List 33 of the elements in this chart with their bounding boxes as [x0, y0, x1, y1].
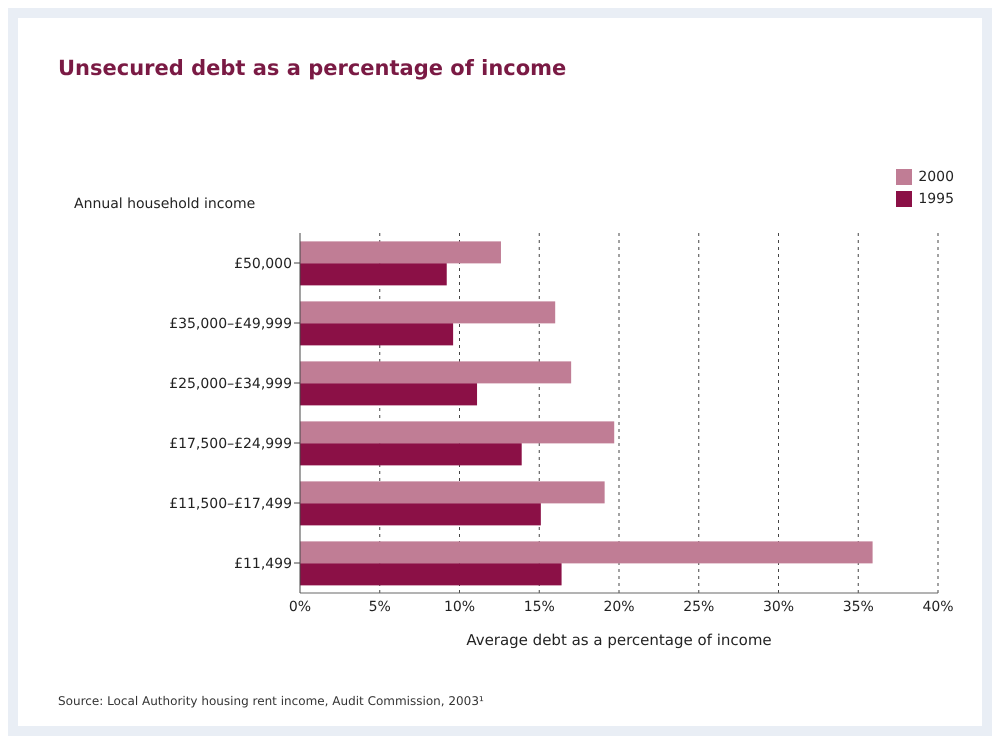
bar: [300, 383, 478, 406]
x-tick-label: 15%: [524, 598, 555, 615]
bar: [300, 241, 501, 264]
x-tick-label: 30%: [762, 598, 794, 615]
y-axis-title: Annual household income: [74, 196, 256, 212]
chart-title: Unsecured debt as a percentage of income: [58, 56, 566, 80]
bar: [300, 421, 614, 444]
y-tick-label: £17,500–£24,999: [169, 436, 292, 452]
bar: [300, 481, 605, 504]
x-tick-label: 0%: [288, 598, 312, 615]
y-tick-label: £11,500–£17,499: [169, 496, 292, 512]
bar: [300, 563, 562, 586]
y-tick-label: £11,499: [234, 556, 292, 572]
bar: [300, 301, 556, 324]
x-tick-label: 10%: [444, 598, 476, 615]
y-tick-label: £50,000: [234, 256, 292, 272]
bar: [300, 323, 454, 346]
x-tick-label: 5%: [368, 598, 391, 615]
x-tick-label: 20%: [603, 598, 635, 615]
bar: [300, 443, 522, 466]
bar: [300, 263, 447, 286]
legend-label: 1995: [918, 190, 954, 209]
x-axis-title: Average debt as a percentage of income: [466, 631, 772, 649]
x-tick-label: 35%: [842, 598, 874, 615]
x-tick-label: 40%: [922, 598, 954, 615]
y-tick-label: £35,000–£49,999: [169, 316, 292, 332]
x-tick-label: 25%: [683, 598, 714, 615]
legend-label: 2000: [918, 168, 954, 187]
bar: [300, 361, 572, 384]
y-tick-label: £25,000–£34,999: [169, 376, 292, 392]
bar: [300, 503, 541, 526]
bar: [300, 541, 873, 564]
source-note: Source: Local Authority housing rent income, Audit Commission, 2003¹: [58, 694, 484, 708]
